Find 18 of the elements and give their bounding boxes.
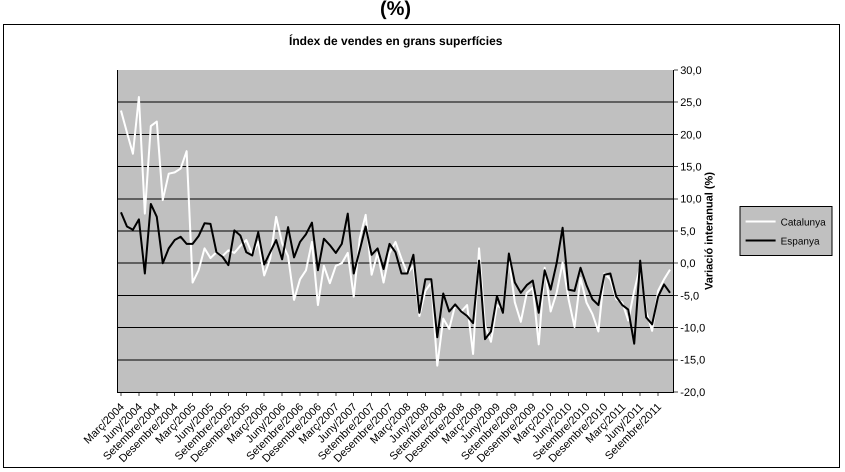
y-tick-label: 10,0 [680, 194, 702, 206]
y-tick-label: -15,0 [680, 354, 706, 367]
y-tick-label: 30,0 [680, 64, 702, 77]
y-tick-label: -20,0 [680, 386, 706, 399]
legend-label: Espanya [780, 236, 820, 248]
chart-subtitle: Índex de vendes en grans superfícies [289, 34, 503, 48]
y-tick-label: 20,0 [680, 129, 702, 142]
legend-label: Catalunya [780, 217, 826, 228]
line-series [120, 96, 672, 367]
y-axis-title: Variació interanual (%) [704, 172, 716, 290]
y-tick-label: 5,0 [680, 226, 696, 238]
chart-title: (%) [380, 0, 412, 20]
y-tick-label: -10,0 [680, 322, 706, 334]
y-tick-label: 15,0 [680, 161, 702, 174]
line-series [120, 202, 672, 345]
y-tick-label: -5,0 [680, 290, 700, 302]
y-tick-label: 0,0 [680, 258, 696, 270]
y-tick-label: 25,0 [680, 97, 702, 110]
